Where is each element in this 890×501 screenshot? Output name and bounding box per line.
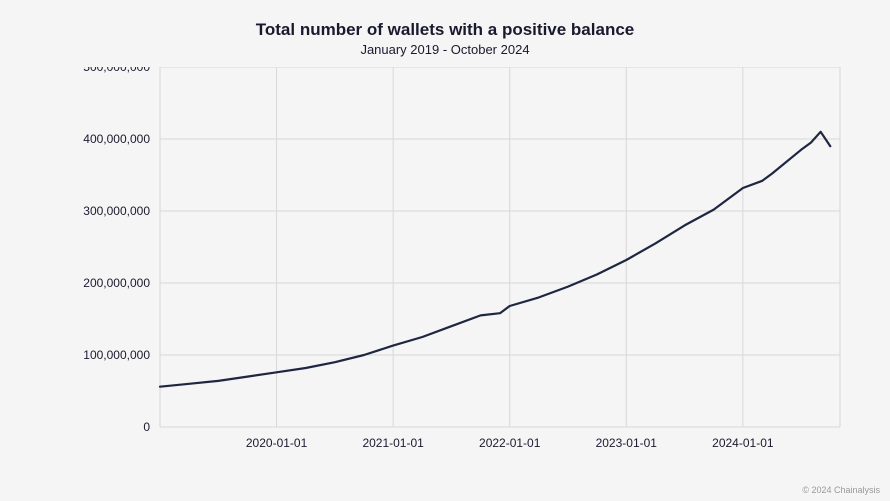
x-tick-label: 2020-01-01	[246, 436, 308, 450]
y-tick-label: 500,000,000	[83, 67, 150, 74]
copyright-text: © 2024 Chainalysis	[802, 485, 880, 495]
x-tick-label: 2024-01-01	[712, 436, 774, 450]
plot-area: 0 100,000,000 200,000,000 300,000,000 400,00…	[40, 67, 850, 467]
chart-subtitle: January 2019 - October 2024	[40, 42, 850, 57]
y-tick-label: 0	[143, 420, 150, 434]
chart-title: Total number of wallets with a positive …	[40, 20, 850, 40]
line-chart-svg: 0 100,000,000 200,000,000 300,000,000 400,00…	[40, 67, 850, 467]
y-tick-label: 400,000,000	[83, 132, 150, 146]
title-block: Total number of wallets with a positive …	[40, 20, 850, 57]
x-tick-label: 2021-01-01	[362, 436, 424, 450]
x-tick-label: 2023-01-01	[596, 436, 658, 450]
y-tick-label: 300,000,000	[83, 204, 150, 218]
chart-container: Total number of wallets with a positive …	[0, 0, 890, 501]
y-tick-label: 200,000,000	[83, 276, 150, 290]
y-tick-label: 100,000,000	[83, 348, 150, 362]
data-line	[160, 132, 830, 387]
x-tick-label: 2022-01-01	[479, 436, 541, 450]
